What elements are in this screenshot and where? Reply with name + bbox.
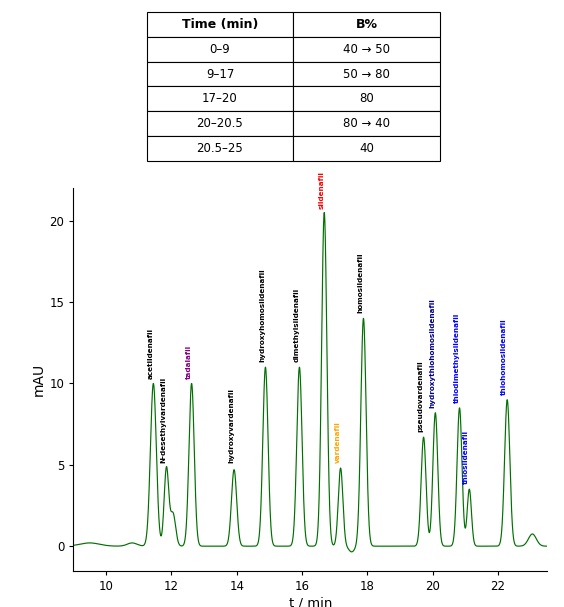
Text: hydroxyvardenafil: hydroxyvardenafil <box>228 388 234 463</box>
Text: acetildenafil: acetildenafil <box>147 328 153 379</box>
Text: thiosildenafil: thiosildenafil <box>463 430 469 484</box>
Text: thiodimethylsildenafil: thiodimethylsildenafil <box>453 313 460 403</box>
Text: vardenafil: vardenafil <box>334 421 341 463</box>
Text: hydroxyhomosildenafil: hydroxyhomosildenafil <box>259 269 266 362</box>
Text: homosildenafil: homosildenafil <box>358 253 363 313</box>
Y-axis label: mAU: mAU <box>31 363 45 396</box>
Text: N-desethylvardenafil: N-desethylvardenafil <box>160 377 166 463</box>
Text: sildenafil: sildenafil <box>318 171 324 209</box>
X-axis label: t / min: t / min <box>289 597 332 607</box>
Text: pseudovardenafil: pseudovardenafil <box>417 361 424 432</box>
Text: tadalafil: tadalafil <box>186 344 192 379</box>
Text: hydroxythiohomosildenafil: hydroxythiohomosildenafil <box>429 298 435 408</box>
Text: dimethylsildenafil: dimethylsildenafil <box>293 288 299 362</box>
Text: thiohomosildenafil: thiohomosildenafil <box>501 318 507 395</box>
